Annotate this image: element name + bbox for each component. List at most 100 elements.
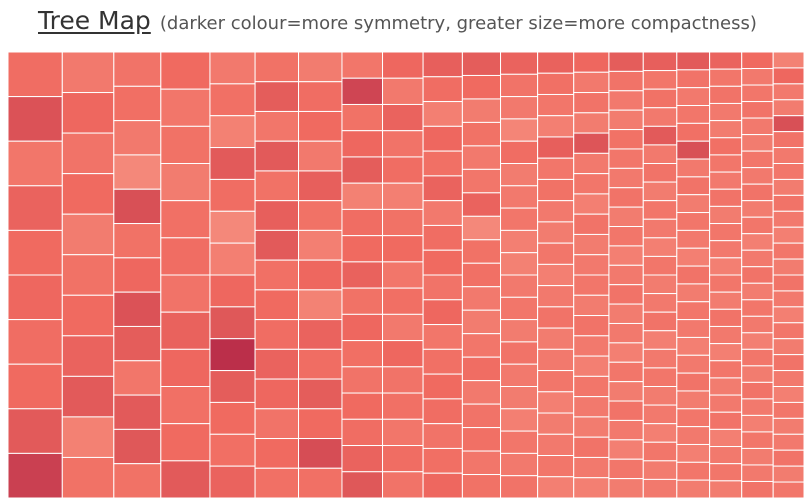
treemap-cell [573,254,610,276]
treemap-cell [461,309,502,335]
treemap-cell [113,85,162,122]
treemap-cell [608,264,644,286]
treemap-cell [254,200,300,231]
treemap-cell [341,366,384,394]
treemap-cell [537,285,575,308]
treemap-cell [772,465,804,483]
treemap-cell [254,170,300,202]
treemap-cell [709,377,743,396]
treemap-cell [709,411,743,430]
treemap-cell [500,296,539,321]
treemap-cell [709,480,743,498]
treemap-cell [8,274,63,321]
treemap-cell [642,478,678,498]
treemap-cell [709,291,743,310]
treemap-cell [113,154,162,190]
treemap-cell [608,52,644,72]
treemap-cell [772,194,804,212]
treemap-cell [676,265,711,285]
treemap-cell [608,400,644,421]
treemap-cell [461,168,502,194]
treemap-cell [160,52,211,90]
treemap-cell [709,85,743,104]
treemap-cell [537,72,575,95]
treemap-cell [676,176,711,196]
treemap-cell [461,192,502,217]
treemap-cell [709,102,743,122]
chart-title: Tree Map [38,6,151,35]
treemap-cell [741,134,774,152]
treemap-cell [772,354,804,372]
treemap-cell [537,263,575,287]
treemap-cell [537,93,575,117]
treemap-cell [573,335,610,357]
treemap-cell [642,52,678,72]
treemap-cell [709,343,743,362]
treemap-cell [382,392,424,420]
treemap-cell [709,446,743,465]
treemap-cell [61,173,115,215]
treemap-cell [676,479,711,498]
treemap-cell [608,70,644,92]
treemap-cell [382,77,424,105]
treemap-cell [382,340,424,368]
treemap-cell [298,289,343,321]
treemap-cell [8,319,63,365]
treemap-cell [676,194,711,214]
treemap-cell [461,356,502,382]
treemap-cell [254,110,300,142]
treemap-cell [500,319,539,343]
treemap-cell [741,68,774,86]
treemap-cell [537,455,575,478]
treemap-cell [642,163,678,183]
treemap-cell [254,289,300,321]
treemap-cell [422,324,463,350]
treemap-cell [422,398,463,425]
treemap-cell [676,52,711,71]
treemap-cell [500,96,539,120]
treemap-cell [254,52,300,83]
treemap-cell [461,262,502,288]
treemap-cell [254,140,300,172]
treemap-cell [113,463,162,498]
treemap-cell [209,147,256,180]
treemap-cell [676,301,711,321]
treemap-cell [772,83,804,101]
treemap-cell [676,87,711,107]
treemap-cell [709,205,743,225]
treemap-cell [573,375,610,398]
treemap-cell [341,182,384,210]
treemap-cell [537,242,575,265]
treemap-cell [573,152,610,175]
treemap-cell [676,69,711,89]
treemap-cell [537,200,575,223]
treemap-cell [422,224,463,251]
treemap-cell [382,235,424,263]
treemap-cell [341,103,384,132]
treemap-cell [254,259,300,291]
treemap-cell [642,88,678,109]
treemap-cell [642,367,678,388]
treemap-cell [709,137,743,156]
treemap-cell [709,171,743,190]
treemap-cell [772,481,804,498]
treemap-cell [61,254,115,296]
treemap-cell [8,452,63,498]
treemap-cell [676,229,711,249]
treemap-cell [160,200,211,239]
treemap-cell [254,467,300,498]
treemap-cell [61,132,115,175]
treemap-cell [772,226,804,244]
treemap-cell [741,150,774,169]
treemap-cell [741,216,774,235]
treemap-cell [298,110,343,142]
treemap-cell [500,386,539,410]
treemap-cell [741,447,774,466]
treemap-cell [676,158,711,178]
treemap-cell [461,286,502,311]
treemap-cell [341,261,384,289]
treemap-cell [642,330,678,350]
treemap-cell [741,365,774,383]
treemap-cell [209,401,256,435]
treemap-cell [537,476,575,498]
